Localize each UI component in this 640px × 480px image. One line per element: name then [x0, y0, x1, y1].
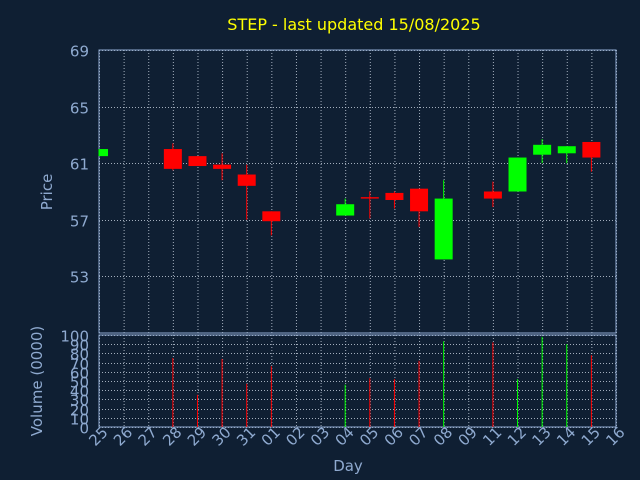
- candle-body: [508, 157, 527, 192]
- candle-body: [483, 191, 502, 199]
- price-tick-label: 61: [70, 156, 89, 174]
- volume-tick-label: 100: [60, 328, 89, 346]
- candle-body: [557, 146, 576, 154]
- price-tick-label: 65: [70, 100, 89, 118]
- volume-axis-label: Volume (0000): [28, 326, 46, 436]
- candle-body: [434, 198, 453, 260]
- candle-body: [582, 141, 601, 158]
- price-tick-labels: 53 57 61 65 69: [70, 43, 89, 287]
- volume-plot-frame: [98, 334, 617, 428]
- price-tick-label: 69: [70, 43, 89, 61]
- price-axis-label: Price: [38, 174, 56, 211]
- candle-body: [533, 144, 552, 155]
- candle-body: [410, 188, 429, 212]
- price-tick-label: 57: [70, 213, 89, 231]
- volume-tick-label: 40: [70, 383, 89, 401]
- volume-tick-label: 60: [70, 365, 89, 383]
- volume-tick-label: 80: [70, 346, 89, 364]
- candle-body: [237, 174, 256, 186]
- volume-tick-label: 0: [79, 420, 89, 438]
- x-axis-label: Day: [333, 457, 363, 475]
- price-tick-label: 53: [70, 269, 89, 287]
- volume-tick-label: 70: [70, 356, 89, 374]
- volume-bars: [172, 336, 592, 427]
- volume-tick-label: 30: [70, 392, 89, 410]
- candle-body: [262, 211, 281, 222]
- price-plot-frame: [98, 49, 617, 334]
- candle-body: [385, 192, 404, 200]
- candle-body: [188, 156, 207, 167]
- volume-tick-label: 20: [70, 402, 89, 420]
- candle-body: [99, 149, 108, 157]
- chart-title: STEP - last updated 15/08/2025: [227, 15, 480, 34]
- volume-tick-label: 90: [70, 337, 89, 355]
- candle-body: [336, 204, 355, 216]
- volume-tick-label: 10: [70, 411, 89, 429]
- candles: [98, 139, 601, 260]
- candle-body: [213, 164, 232, 169]
- candle-body: [163, 149, 182, 169]
- candle-body: [360, 197, 379, 199]
- volume-tick-label: 50: [70, 374, 89, 392]
